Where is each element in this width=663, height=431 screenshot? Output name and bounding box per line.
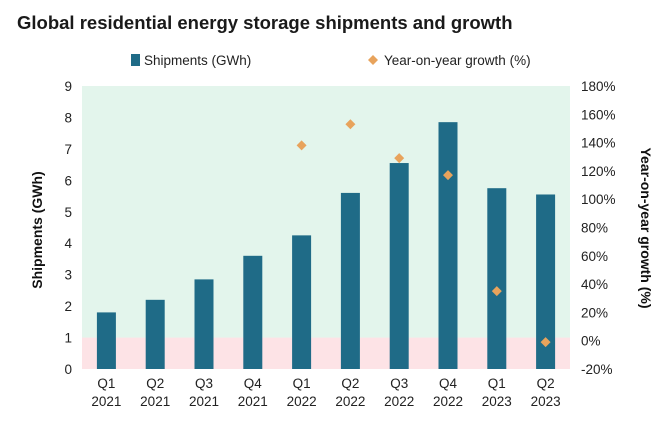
x-tick-year: 2022 xyxy=(287,394,317,409)
growth-point-7 xyxy=(443,170,453,181)
left-tick-label: 7 xyxy=(64,142,72,157)
left-tick-label: 1 xyxy=(64,331,72,346)
right-tick-label: 140% xyxy=(581,136,616,151)
left-tick-label: 8 xyxy=(64,110,72,125)
right-tick-label: 160% xyxy=(581,107,616,122)
x-tick-year: 2023 xyxy=(482,394,512,409)
growth-point-5 xyxy=(345,119,356,130)
right-tick-label: 60% xyxy=(581,249,608,264)
x-tick-year: 2021 xyxy=(189,394,219,409)
legend-label-growth: Year-on-year growth (%) xyxy=(384,53,531,68)
x-tick-quarter: Q3 xyxy=(195,376,213,391)
bar-1 xyxy=(145,299,165,369)
bar-7 xyxy=(438,122,458,370)
left-axis-ticks: 0 1 2 3 4 5 6 7 8 9 xyxy=(64,79,72,377)
right-tick-label: 80% xyxy=(581,221,608,236)
x-tick-year: 2022 xyxy=(433,394,463,409)
x-tick-quarter: Q1 xyxy=(488,376,506,391)
growth-point-9 xyxy=(540,337,551,348)
right-tick-label: 100% xyxy=(581,192,616,207)
left-tick-label: 4 xyxy=(64,236,72,251)
bar-3 xyxy=(243,255,263,369)
x-tick-quarter: Q3 xyxy=(390,376,408,391)
legend: Shipments (GWh) Year-on-year growth (%) xyxy=(131,53,531,68)
x-tick-quarter: Q4 xyxy=(244,376,263,391)
left-tick-label: 3 xyxy=(64,268,72,283)
left-tick-label: 0 xyxy=(64,362,72,377)
growth-series xyxy=(296,119,551,348)
legend-label-shipments: Shipments (GWh) xyxy=(144,53,251,68)
left-tick-label: 6 xyxy=(64,173,72,188)
bar-4 xyxy=(292,235,312,369)
left-tick-label: 2 xyxy=(64,299,72,314)
bar-0 xyxy=(96,312,116,369)
x-tick-quarter: Q2 xyxy=(146,376,164,391)
legend-swatch-shipments xyxy=(131,54,140,66)
y-axis-label-right: Year-on-year growth (%) xyxy=(638,147,654,308)
bar-2 xyxy=(194,279,214,369)
growth-point-4 xyxy=(296,140,307,151)
right-axis-ticks: -20% 0% 20% 40% 60% 80% 100% 120% 140% 160% 180% xyxy=(581,79,616,377)
right-tick-label: 120% xyxy=(581,164,616,179)
bar-5 xyxy=(340,192,360,369)
growth-point-6 xyxy=(394,153,405,164)
x-tick-year: 2022 xyxy=(335,394,365,409)
bar-9 xyxy=(536,194,556,369)
right-tick-label: -20% xyxy=(581,362,613,377)
right-tick-label: 20% xyxy=(581,305,608,320)
chart-title: Global residential energy storage shipme… xyxy=(17,12,513,33)
x-tick-quarter: Q2 xyxy=(341,376,359,391)
x-tick-quarter: Q2 xyxy=(537,376,555,391)
x-axis-ticks: Q1 2021 Q2 2021 Q3 2021 Q4 2021 Q1 2022 Q2 2022 Q3 20… xyxy=(91,376,560,409)
bar-8 xyxy=(487,188,507,369)
x-tick-year: 2021 xyxy=(91,394,121,409)
legend-swatch-growth xyxy=(368,55,378,65)
bar-6 xyxy=(389,163,409,369)
x-tick-year: 2022 xyxy=(384,394,414,409)
x-tick-year: 2021 xyxy=(140,394,170,409)
bar-series xyxy=(96,122,556,370)
x-tick-quarter: Q4 xyxy=(439,376,458,391)
left-tick-label: 5 xyxy=(64,205,72,220)
x-tick-year: 2021 xyxy=(238,394,268,409)
y-axis-label-left: Shipments (GWh) xyxy=(29,171,45,288)
x-tick-quarter: Q1 xyxy=(97,376,115,391)
watermark: 新浪号 @环球零碳 xyxy=(512,409,622,424)
x-tick-year: 2023 xyxy=(531,394,561,409)
right-tick-label: 0% xyxy=(581,334,601,349)
right-tick-label: 40% xyxy=(581,277,608,292)
x-tick-quarter: Q1 xyxy=(293,376,311,391)
growth-point-8 xyxy=(491,286,502,297)
left-tick-label: 9 xyxy=(64,79,72,94)
right-tick-label: 180% xyxy=(581,79,616,94)
